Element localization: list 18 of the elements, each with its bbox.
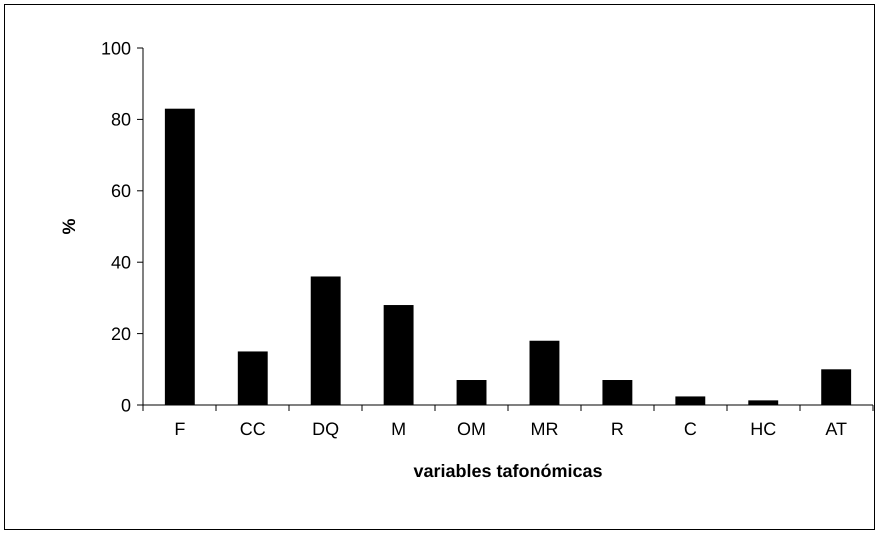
x-tick-label: M [391, 419, 406, 439]
x-axis-title: variables tafonómicas [413, 461, 603, 481]
y-tick-label: 80 [110, 110, 131, 130]
y-tick-label: 60 [110, 181, 131, 202]
x-tick-label: C [684, 419, 697, 439]
y-axis-title: % [59, 218, 79, 235]
x-tick-label: HC [750, 419, 776, 439]
x-tick-label: AT [825, 419, 848, 439]
x-tick-label: CC [240, 419, 266, 439]
y-tick-label: 20 [110, 324, 131, 344]
y-tick-label: 100 [100, 38, 131, 58]
y-tick-label: 40 [110, 252, 131, 272]
x-tick-label: F [174, 419, 186, 439]
x-tick-label: MR [530, 419, 558, 439]
x-tick-label: R [610, 419, 624, 439]
x-tick-label: DQ [312, 419, 340, 439]
y-tick-label: 0 [120, 395, 131, 416]
x-tick-label: OM [457, 419, 486, 439]
